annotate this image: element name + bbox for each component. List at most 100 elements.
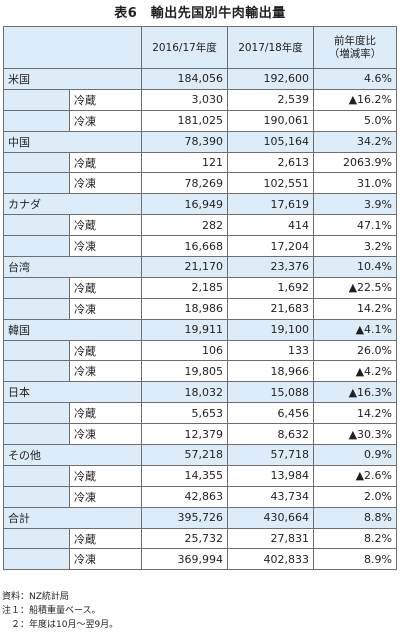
volume-cell: 18,986 bbox=[141, 297, 228, 320]
indent-cell bbox=[3, 276, 70, 299]
indent-cell bbox=[3, 172, 70, 195]
table-row-country: 日本 18,032 15,088 ▲16.3% bbox=[3, 381, 397, 404]
indent-cell bbox=[3, 464, 70, 487]
volume-cell: 5,653 bbox=[141, 402, 228, 425]
volume-cell: 13,984 bbox=[227, 464, 314, 487]
country-name: その他 bbox=[3, 444, 142, 466]
subcategory-label: 冷蔵 bbox=[69, 527, 142, 550]
country-name: カナダ bbox=[3, 193, 142, 216]
yoy-cell: 3.2% bbox=[313, 235, 397, 258]
yoy-cell: ▲22.5% bbox=[313, 276, 397, 299]
volume-cell: 430,664 bbox=[227, 506, 314, 529]
volume-cell: 121 bbox=[141, 151, 228, 174]
volume-cell: 21,683 bbox=[227, 297, 314, 320]
indent-cell bbox=[3, 214, 70, 237]
table-row-subcategory: 冷蔵 5,653 6,456 14.2% bbox=[3, 402, 397, 425]
volume-cell: 369,994 bbox=[141, 548, 228, 571]
subcategory-label: 冷凍 bbox=[69, 109, 142, 132]
table-row-subcategory: 冷凍 42,863 43,734 2.0% bbox=[3, 485, 397, 508]
volume-cell: 17,204 bbox=[227, 235, 314, 258]
table-row-subcategory: 冷凍 19,805 18,966 ▲4.2% bbox=[3, 360, 397, 383]
table-row-subcategory: 冷蔵 3,030 2,539 ▲16.2% bbox=[3, 88, 397, 111]
country-name: 台湾 bbox=[3, 256, 142, 278]
subcategory-label: 冷蔵 bbox=[69, 464, 142, 487]
volume-cell: 105,164 bbox=[227, 130, 314, 153]
volume-cell: 192,600 bbox=[227, 68, 314, 90]
volume-cell: 19,100 bbox=[227, 318, 314, 341]
volume-cell: 106 bbox=[141, 339, 228, 362]
indent-cell bbox=[3, 88, 70, 111]
volume-cell: 2,185 bbox=[141, 276, 228, 299]
yoy-cell: 3.9% bbox=[313, 193, 397, 216]
subcategory-label: 冷凍 bbox=[69, 297, 142, 320]
subcategory-label: 冷凍 bbox=[69, 423, 142, 446]
volume-cell: 15,088 bbox=[227, 381, 314, 404]
volume-cell: 42,863 bbox=[141, 485, 228, 508]
yoy-cell: 34.2% bbox=[313, 130, 397, 153]
header-blank-cell bbox=[3, 26, 142, 69]
table-row-subcategory: 冷凍 16,668 17,204 3.2% bbox=[3, 235, 397, 258]
volume-cell: 57,218 bbox=[141, 444, 228, 466]
volume-cell: 6,456 bbox=[227, 402, 314, 425]
yoy-cell: 0.9% bbox=[313, 444, 397, 466]
subcategory-label: 冷蔵 bbox=[69, 402, 142, 425]
volume-cell: 19,805 bbox=[141, 360, 228, 383]
table-row-country: 中国 78,390 105,164 34.2% bbox=[3, 130, 397, 153]
volume-cell: 18,032 bbox=[141, 381, 228, 404]
subcategory-label: 冷凍 bbox=[69, 485, 142, 508]
country-name: 韓国 bbox=[3, 318, 142, 341]
yoy-cell: 31.0% bbox=[313, 172, 397, 195]
yoy-cell: ▲2.6% bbox=[313, 464, 397, 487]
volume-cell: 12,379 bbox=[141, 423, 228, 446]
volume-cell: 16,949 bbox=[141, 193, 228, 216]
volume-cell: 18,966 bbox=[227, 360, 314, 383]
country-name: 中国 bbox=[3, 130, 142, 153]
volume-cell: 181,025 bbox=[141, 109, 228, 132]
yoy-cell: 10.4% bbox=[313, 256, 397, 278]
yoy-cell: ▲4.2% bbox=[313, 360, 397, 383]
header-yoy: 前年度比 （増減率） bbox=[313, 26, 397, 69]
table-row-subcategory: 冷蔵 106 133 26.0% bbox=[3, 339, 397, 362]
volume-cell: 1,692 bbox=[227, 276, 314, 299]
header-2016-17: 2016/17年度 bbox=[141, 26, 228, 69]
subcategory-label: 冷蔵 bbox=[69, 88, 142, 111]
volume-cell: 43,734 bbox=[227, 485, 314, 508]
yoy-cell: 47.1% bbox=[313, 214, 397, 237]
table-row-subcategory: 冷蔵 14,355 13,984 ▲2.6% bbox=[3, 464, 397, 487]
yoy-cell: ▲16.2% bbox=[313, 88, 397, 111]
yoy-cell: 8.9% bbox=[313, 548, 397, 571]
indent-cell bbox=[3, 548, 70, 571]
volume-cell: 23,376 bbox=[227, 256, 314, 278]
indent-cell bbox=[3, 360, 70, 383]
volume-cell: 19,911 bbox=[141, 318, 228, 341]
table-row-country: 米国 184,056 192,600 4.6% bbox=[3, 68, 397, 90]
volume-cell: 2,613 bbox=[227, 151, 314, 174]
subcategory-label: 冷蔵 bbox=[69, 151, 142, 174]
volume-cell: 414 bbox=[227, 214, 314, 237]
yoy-cell: 8.2% bbox=[313, 527, 397, 550]
volume-cell: 25,732 bbox=[141, 527, 228, 550]
note-2: ２：年度は10月～翌9月。 bbox=[2, 620, 119, 630]
volume-cell: 16,668 bbox=[141, 235, 228, 258]
volume-cell: 282 bbox=[141, 214, 228, 237]
volume-cell: 402,833 bbox=[227, 548, 314, 571]
yoy-cell: 14.2% bbox=[313, 402, 397, 425]
subcategory-label: 冷凍 bbox=[69, 548, 142, 571]
header-2017-18: 2017/18年度 bbox=[227, 26, 314, 69]
volume-cell: 3,030 bbox=[141, 88, 228, 111]
yoy-cell: 5.0% bbox=[313, 109, 397, 132]
volume-cell: 57,718 bbox=[227, 444, 314, 466]
country-name: 合計 bbox=[3, 506, 142, 529]
volume-cell: 184,056 bbox=[141, 68, 228, 90]
table-row-subcategory: 冷凍 369,994 402,833 8.9% bbox=[3, 548, 397, 571]
table-row-country: カナダ 16,949 17,619 3.9% bbox=[3, 193, 397, 216]
table-title: 表6 輸出先国別牛肉輸出量 bbox=[114, 6, 286, 21]
table-row-subcategory: 冷凍 78,269 102,551 31.0% bbox=[3, 172, 397, 195]
yoy-cell: ▲4.1% bbox=[313, 318, 397, 341]
indent-cell bbox=[3, 297, 70, 320]
indent-cell bbox=[3, 402, 70, 425]
header-yoy-line2: （増減率） bbox=[328, 47, 382, 60]
header-yoy-line1: 前年度比 bbox=[334, 34, 376, 47]
subcategory-label: 冷凍 bbox=[69, 172, 142, 195]
